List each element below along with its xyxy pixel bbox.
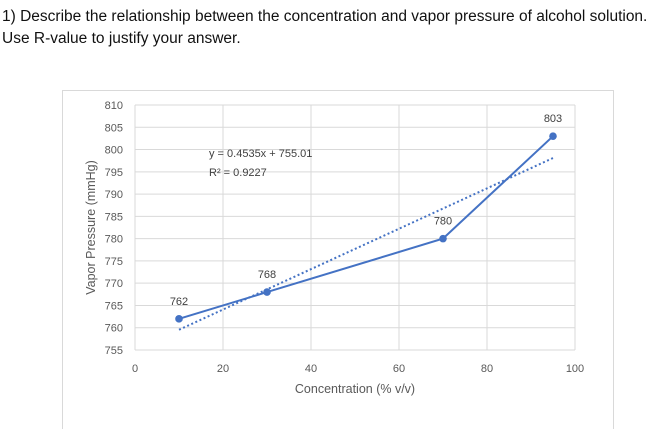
y-tick-label: 755 [105,345,123,357]
question-line-2: Use R-value to justify your answer. [2,30,241,47]
y-tick-label: 785 [105,211,123,223]
y-tick-label: 805 [105,122,123,134]
data-point [549,132,557,140]
data-point [175,315,183,323]
x-tick-label: 40 [305,363,317,375]
y-tick-label: 760 [105,323,123,335]
data-label: 803 [544,113,562,125]
data-label: 780 [434,216,452,228]
y-tick-label: 770 [105,278,123,290]
y-axis-ticks: 755 760 765 770 775 780 785 790 795 800 805 810 [105,100,123,357]
question-line-1: 1) Describe the relationship between the… [2,8,648,25]
y-tick-label: 790 [105,189,123,201]
y-axis-title: Vapor Pressure (mmHg) [84,160,98,295]
x-tick-label: 60 [393,363,405,375]
data-label: 762 [170,296,188,308]
trendline-group [178,157,554,331]
x-tick-label: 100 [566,363,584,375]
y-tick-label: 780 [105,234,123,246]
series-group [175,132,557,323]
chart-frame [62,90,614,429]
y-tick-label: 775 [105,256,123,268]
trendline-equation: y = 0.4535x + 755.01 [209,148,312,160]
trendline [178,157,554,331]
y-tick-label: 795 [105,167,123,179]
data-point [439,234,447,243]
data-labels: 762 768 780 803 [170,113,562,308]
gridlines [134,104,576,351]
x-axis-title: Concentration (% v/v) [295,382,415,396]
trendline-r-squared: R² = 0.9227 [209,167,267,179]
y-tick-label: 765 [105,300,123,312]
question-text: 1) Describe the relationship between the… [2,6,647,50]
x-tick-label: 80 [481,363,493,375]
y-tick-label: 800 [105,145,123,157]
series-line [178,135,554,320]
x-axis-ticks: 0 20 40 60 80 100 [132,363,584,375]
data-label: 768 [258,269,276,281]
x-tick-label: 0 [132,363,138,375]
y-tick-label: 810 [105,100,123,112]
x-tick-label: 20 [217,363,229,375]
data-point [263,288,271,296]
